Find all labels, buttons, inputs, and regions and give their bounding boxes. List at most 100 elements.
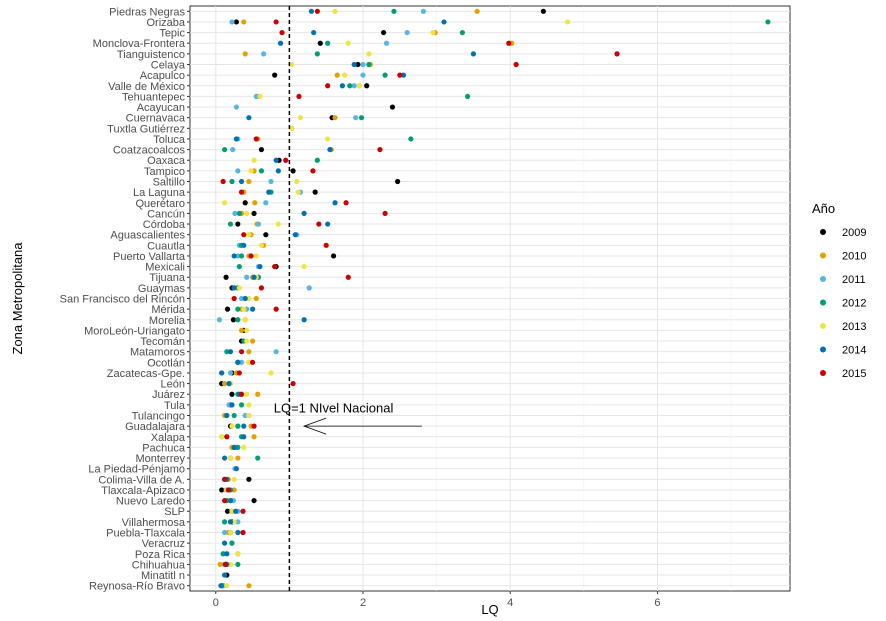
y-tick-label: Pachuca: [142, 442, 186, 454]
y-tick-label: Tampico: [144, 166, 185, 178]
point-2013: [224, 583, 230, 589]
y-tick-label: Córdoba: [143, 219, 186, 231]
point-2013: [246, 295, 252, 302]
point-2011: [235, 519, 241, 525]
point-2014: [226, 380, 232, 387]
point-2014: [231, 285, 237, 291]
point-2010: [334, 72, 340, 78]
y-tick-label: Cuautla: [147, 240, 186, 252]
point-2012: [366, 61, 372, 68]
y-tick-label: Tijuana: [149, 272, 186, 284]
y-axis-ticks: Piedras NegrasOrizabaTepicMonclova-Front…: [60, 6, 190, 593]
x-axis-title: LQ: [481, 602, 498, 617]
point-2014: [222, 540, 228, 546]
point-2009: [229, 391, 235, 397]
y-tick-label: Oaxaca: [147, 155, 186, 167]
y-tick-label: Saltillo: [153, 177, 185, 189]
y-tick-label: MoroLeón-Uriangato: [84, 325, 185, 337]
point-2010: [332, 115, 338, 121]
point-2015: [222, 561, 228, 568]
point-2013: [246, 402, 252, 408]
y-tick-label: Querétaro: [135, 198, 185, 210]
point-2013: [332, 8, 338, 14]
point-2013: [248, 168, 254, 174]
point-2014: [470, 51, 477, 57]
legend-title: Año: [812, 201, 835, 216]
point-2010: [249, 338, 256, 344]
point-2011: [232, 210, 238, 217]
point-2009: [263, 232, 269, 238]
point-2014: [400, 72, 407, 78]
annotation: LQ=1 NIvel Nacional: [274, 401, 422, 435]
point-2013: [241, 444, 247, 451]
point-2011: [263, 200, 269, 206]
point-2015: [296, 93, 302, 100]
point-2014: [351, 61, 357, 68]
y-tick-label: Tecomán: [140, 336, 185, 348]
point-2009: [233, 19, 239, 25]
point-2012: [765, 19, 771, 25]
point-2010: [474, 8, 480, 14]
point-2009: [235, 221, 241, 227]
point-2015: [253, 136, 259, 142]
x-tick-label: 0: [213, 597, 219, 609]
point-2009: [230, 317, 237, 323]
point-2012: [255, 455, 261, 461]
y-tick-label: Xalapa: [151, 432, 186, 444]
point-2013: [295, 189, 301, 195]
point-2014: [241, 242, 247, 248]
legend-label-2010: 2010: [842, 251, 866, 263]
point-2015: [397, 72, 403, 78]
y-tick-label: Acayucan: [137, 102, 185, 114]
point-2012: [224, 349, 230, 355]
point-2013: [241, 306, 247, 312]
point-2013: [231, 476, 237, 482]
point-2015: [279, 29, 285, 36]
point-2011: [235, 168, 241, 174]
y-tick-label: Ocotlán: [147, 357, 185, 369]
legend-label-2011: 2011: [842, 274, 866, 286]
point-2010: [246, 349, 252, 355]
point-2014: [229, 402, 235, 408]
point-2011: [233, 104, 239, 110]
point-2009: [312, 189, 318, 195]
y-tick-label: Matamoros: [130, 347, 186, 359]
point-2011: [238, 295, 245, 302]
point-2011: [360, 72, 366, 78]
point-2014: [251, 274, 257, 280]
point-2013: [258, 242, 265, 248]
point-2015: [377, 146, 383, 153]
point-2010: [246, 583, 252, 589]
point-2013: [268, 370, 274, 376]
annotation-text: LQ=1 NIvel Nacional: [274, 401, 394, 416]
point-2014: [231, 444, 237, 451]
y-tick-label: La Piedad-Pénjamo: [88, 464, 185, 476]
point-2011: [273, 349, 279, 355]
y-tick-label: Minatitl n: [141, 570, 185, 582]
point-2015: [231, 295, 237, 302]
y-tick-label: Monterrey: [135, 453, 185, 465]
point-2010: [241, 19, 247, 25]
point-2010: [231, 487, 237, 493]
y-tick-label: Guadalajara: [125, 421, 186, 433]
point-2012: [391, 8, 397, 14]
y-tick-label: Piedras Negras: [109, 6, 185, 18]
point-2014: [233, 466, 239, 472]
point-2015: [258, 285, 265, 291]
point-2012: [229, 178, 235, 185]
point-2013: [244, 327, 250, 334]
point-2013: [242, 317, 248, 323]
point-2013: [288, 61, 295, 68]
point-2015: [290, 380, 296, 387]
point-2015: [272, 263, 278, 270]
y-tick-label: Coatzacoalcos: [113, 145, 186, 157]
point-2014: [277, 40, 284, 46]
point-2009: [251, 210, 257, 217]
point-2011: [351, 83, 357, 89]
point-2015: [314, 8, 320, 14]
point-2015: [343, 200, 349, 206]
point-2014: [218, 583, 224, 589]
point-2012: [227, 221, 234, 227]
point-2015: [222, 497, 228, 504]
point-2010: [217, 561, 223, 568]
